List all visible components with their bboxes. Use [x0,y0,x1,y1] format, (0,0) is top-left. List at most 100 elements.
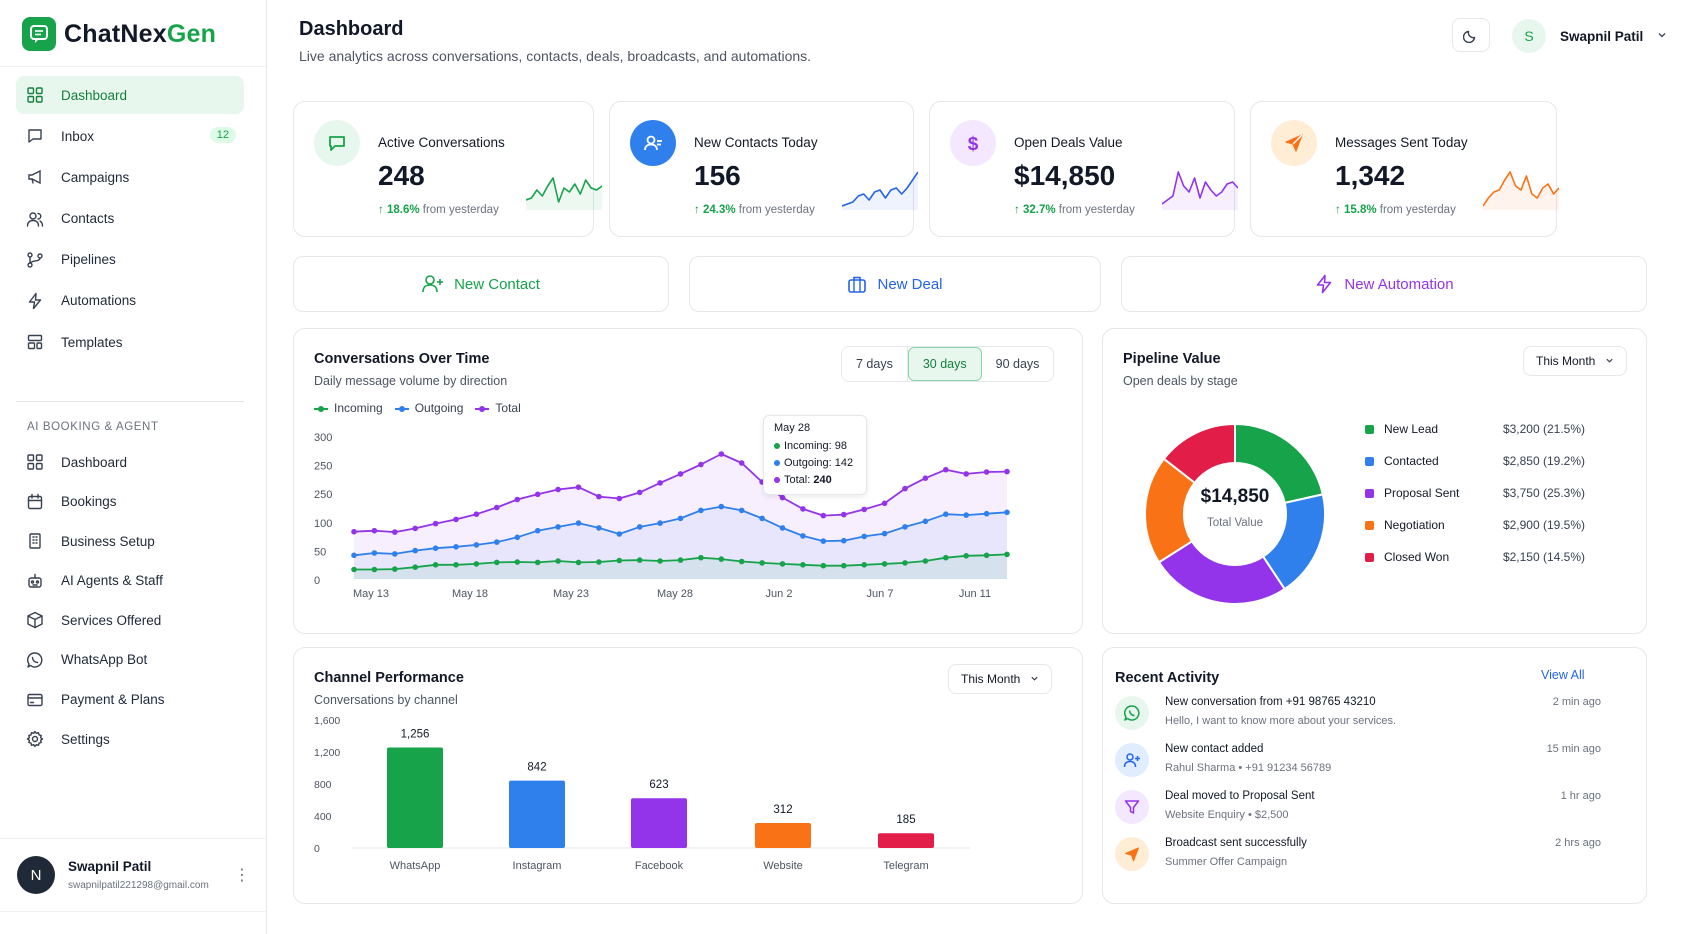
donut-slice-proposal-sent[interactable] [1157,539,1287,605]
sidebar-item-agent-services-offered[interactable]: Services Offered [16,601,244,639]
data-point-outgoing [453,544,459,550]
data-point-incoming [636,557,643,563]
pipeline-legend-item: Negotiation $2,900 (19.5%) [1365,515,1585,535]
activity-item[interactable]: New contact added Rahul Sharma • +91 9123… [1115,741,1601,787]
brand[interactable]: ChatNexGen [22,16,216,52]
activity-title: Broadcast sent successfully [1165,837,1307,849]
data-point-total [677,471,684,477]
sidebar-item-automations[interactable]: Automations [16,282,244,320]
bar-instagram[interactable] [509,780,565,848]
sidebar-item-agent-payment-plans[interactable]: Payment & Plans [16,681,244,719]
data-point-outgoing [636,524,643,530]
legend-item-incoming[interactable]: Incoming [314,401,383,415]
page-title: Dashboard [299,18,404,40]
area-outgoing [354,506,1007,579]
sidebar-item-agent-whatsapp-bot[interactable]: WhatsApp Bot [16,641,244,679]
range-7-days-button[interactable]: 7 days [842,347,908,381]
range-90-days-button[interactable]: 90 days [995,357,1040,371]
bar-value-label: 185 [896,814,915,826]
activity-item[interactable]: Deal moved to Proposal Sent Website Enqui… [1115,788,1601,834]
donut-center-label: Total Value [1206,517,1264,529]
nav-section-title: AI BOOKING & AGENT [27,421,159,433]
user-menu[interactable]: S Swapnil Patil [1512,18,1667,54]
grid-icon [26,453,44,471]
y-tick-label: 0 [314,575,320,587]
donut-slice-closed-won[interactable] [1162,422,1236,485]
new-contact-label: New Contact [454,275,540,293]
activity-time: 2 min ago [1552,696,1601,708]
bar-value-label: 1,256 [401,729,430,741]
activity-item[interactable]: New conversation from +91 98765 43210 Hel… [1115,694,1601,740]
page-subtitle: Live analytics across conversations, con… [299,48,812,64]
chart-tooltip: May 28 Incoming: 98 Outgoing: 142 Total:… [763,415,867,495]
activity-item[interactable]: Broadcast sent successfully Summer Offer … [1115,835,1601,881]
pipeline-period-select[interactable]: This Month [1523,346,1628,376]
bar-facebook[interactable] [631,798,687,848]
sidebar-item-inbox[interactable]: Inbox 12 [16,117,244,155]
data-point-incoming [534,559,541,566]
sidebar-item-contacts[interactable]: Contacts [16,200,244,238]
sidebar-item-pipelines[interactable]: Pipelines [16,241,244,279]
stat-trend: ↑ 24.3% from yesterday [694,204,815,216]
arrow-up-icon: ↑ [694,204,703,216]
sidebar-item-agent-ai-agents-staff[interactable]: AI Agents & Staff [16,562,244,600]
data-point-incoming [718,556,725,562]
chevron-down-icon [1605,354,1614,368]
range-30-days-button[interactable]: 30 days [907,347,982,381]
svg-text:$: $ [968,134,979,155]
card-subtitle: Conversations by channel [314,693,458,707]
channel-period-select[interactable]: This Month [948,664,1053,694]
sparkline [1162,171,1238,210]
open-deals-card[interactable]: $ Open Deals Value $14,850 ↑ 32.7% from yes… [929,101,1238,237]
sidebar-item-dashboard[interactable]: Dashboard [16,76,244,114]
bar-whatsapp[interactable] [387,747,443,849]
data-point-outgoing [677,515,684,522]
x-tick-label: May 23 [553,588,589,600]
legend-label: Total [495,401,521,415]
view-all-link[interactable]: View All [1541,668,1585,682]
new-contact-button[interactable]: New Contact [293,256,669,312]
card-subtitle: Open deals by stage [1123,374,1238,388]
new-automation-button[interactable]: New Automation [1121,256,1647,312]
bar-website[interactable] [755,823,811,848]
y-tick-label: 400 [314,811,332,823]
stage-name: Contacted [1384,454,1439,468]
messages-sent-card[interactable]: Messages Sent Today 1,342 ↑ 15.8% from yes… [1250,101,1559,237]
data-point-total [575,484,582,490]
megaphone-icon [26,168,44,186]
sidebar-item-templates[interactable]: Templates [16,323,244,361]
data-point-incoming [657,558,663,564]
divider [16,401,244,402]
data-point-total [738,460,745,466]
donut-center-value: $14,850 [1200,486,1270,507]
sidebar-item-agent-bookings[interactable]: Bookings [16,483,244,521]
bar-telegram[interactable] [878,833,934,848]
sidebar-item-agent-settings[interactable]: Settings [16,720,244,758]
theme-toggle-button[interactable] [1452,18,1490,52]
new-deal-button[interactable]: New Deal [689,256,1101,312]
data-point-total [432,520,439,527]
sidebar-item-agent-dashboard[interactable]: Dashboard [16,443,244,481]
legend-item-outgoing[interactable]: Outgoing [394,401,463,415]
gear-icon [26,730,44,748]
legend-swatch [394,403,409,413]
new-contacts-card[interactable]: New Contacts Today 156 ↑ 24.3% from yester… [609,101,918,237]
stat-value: 248 [378,160,425,191]
sidebar-item-agent-business-setup[interactable]: Business Setup [16,522,244,560]
sidebar-item-campaigns[interactable]: Campaigns [16,158,244,196]
chat-icon [26,127,44,145]
data-point-total [412,525,418,532]
more-vertical-icon[interactable]: ⋮ [234,867,250,884]
stat-change: 15.8% [1343,204,1377,216]
active-conversations-card[interactable]: Active Conversations 248 ↑ 18.6% from yest… [293,101,602,237]
y-tick-label: 0 [314,843,320,855]
x-tick-label: Jun 11 [959,588,991,600]
legend-item-total[interactable]: Total [475,401,521,415]
data-point-outgoing [534,527,541,534]
card-subtitle: Daily message volume by direction [314,374,508,388]
sidebar-item-label: Inbox [61,128,95,144]
avatar[interactable]: N [17,856,55,894]
data-point-total [494,504,500,511]
data-point-incoming [841,562,847,569]
stat-change: 18.6% [386,204,420,216]
